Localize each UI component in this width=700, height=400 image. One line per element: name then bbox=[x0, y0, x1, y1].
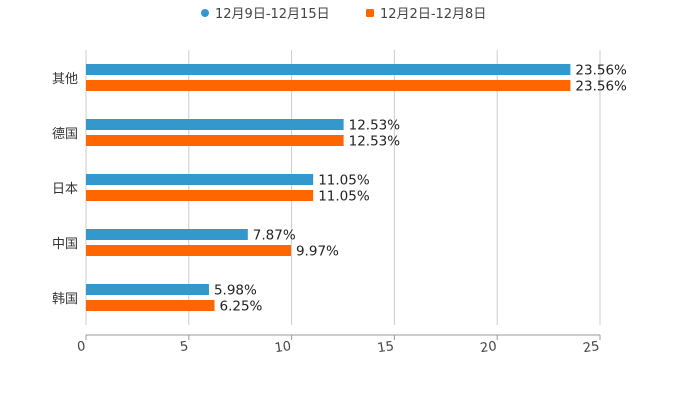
data-label: 6.25% bbox=[220, 299, 263, 315]
x-tick-label: 20 bbox=[479, 339, 497, 356]
bar bbox=[86, 135, 344, 146]
legend-marker bbox=[366, 9, 374, 17]
legend-label: 12月9日-12月15日 bbox=[215, 7, 330, 22]
x-tick-label: 25 bbox=[582, 339, 600, 356]
bar bbox=[86, 64, 571, 75]
data-label: 11.05% bbox=[318, 189, 370, 205]
category-label: 日本 bbox=[52, 182, 78, 197]
data-label: 5.98% bbox=[214, 283, 257, 299]
data-label: 7.87% bbox=[253, 228, 296, 244]
legend-label: 12月2日-12月8日 bbox=[380, 7, 486, 22]
category-label: 韩国 bbox=[52, 292, 78, 307]
data-label: 12.53% bbox=[349, 118, 401, 134]
data-label: 23.56% bbox=[575, 79, 627, 95]
x-tick-label: 10 bbox=[274, 339, 292, 356]
bar bbox=[86, 245, 291, 256]
data-label: 23.56% bbox=[575, 63, 627, 79]
x-tick-label: 0 bbox=[76, 339, 86, 355]
bar bbox=[86, 284, 209, 295]
data-label: 9.97% bbox=[296, 244, 339, 260]
data-label: 12.53% bbox=[349, 134, 401, 150]
bar bbox=[86, 190, 314, 201]
legend-marker bbox=[201, 9, 209, 17]
bar bbox=[86, 174, 314, 185]
category-label: 德国 bbox=[52, 127, 78, 142]
bar bbox=[86, 300, 215, 311]
data-label: 11.05% bbox=[318, 173, 370, 189]
category-label: 中国 bbox=[52, 237, 78, 252]
category-label: 其他 bbox=[52, 72, 78, 87]
x-tick-label: 5 bbox=[179, 339, 189, 355]
x-tick-label: 15 bbox=[376, 339, 394, 356]
bar bbox=[86, 80, 571, 91]
bar bbox=[86, 119, 344, 130]
bar bbox=[86, 229, 248, 240]
